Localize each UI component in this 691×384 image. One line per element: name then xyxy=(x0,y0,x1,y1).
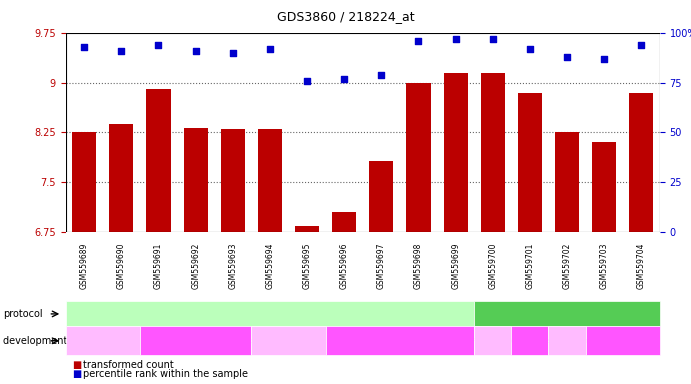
Text: GDS3860 / 218224_at: GDS3860 / 218224_at xyxy=(276,10,415,23)
Point xyxy=(413,38,424,44)
Bar xyxy=(332,212,357,232)
Text: unsorted: unsorted xyxy=(542,309,592,319)
Text: GSM559704: GSM559704 xyxy=(637,243,646,289)
Text: GSM559690: GSM559690 xyxy=(117,243,126,289)
Point xyxy=(227,50,238,56)
Bar xyxy=(518,93,542,232)
Point xyxy=(598,56,609,62)
Bar xyxy=(406,83,430,232)
Bar xyxy=(146,89,171,232)
Text: ■: ■ xyxy=(73,369,82,379)
Point xyxy=(153,41,164,48)
Bar xyxy=(444,73,468,232)
Point xyxy=(265,46,276,52)
Bar xyxy=(72,132,96,232)
Bar xyxy=(369,161,393,232)
Bar xyxy=(220,129,245,232)
Point xyxy=(301,78,312,84)
Text: GSM559693: GSM559693 xyxy=(228,243,237,289)
Point xyxy=(562,53,573,60)
Text: Intermediate-erythroblast: Intermediate-erythroblast xyxy=(522,338,612,344)
Text: GSM559691: GSM559691 xyxy=(154,243,163,289)
Text: CFU-erythroid: CFU-erythroid xyxy=(79,338,127,344)
Text: GSM559702: GSM559702 xyxy=(562,243,571,289)
Text: GSM559689: GSM559689 xyxy=(79,243,88,289)
Text: Late-erythroblast: Late-erythroblast xyxy=(593,338,653,344)
Text: development stage: development stage xyxy=(3,336,98,346)
Text: sorted: sorted xyxy=(252,309,287,319)
Bar xyxy=(592,142,616,232)
Text: GSM559695: GSM559695 xyxy=(303,243,312,289)
Text: percentile rank within the sample: percentile rank within the sample xyxy=(83,369,248,379)
Text: GSM559694: GSM559694 xyxy=(265,243,274,289)
Bar xyxy=(295,226,319,232)
Text: CFU-erythroid: CFU-erythroid xyxy=(468,338,517,344)
Point xyxy=(487,36,498,42)
Bar xyxy=(184,128,208,232)
Point xyxy=(376,71,387,78)
Text: GSM559696: GSM559696 xyxy=(340,243,349,289)
Point xyxy=(79,43,90,50)
Point xyxy=(524,46,536,52)
Point xyxy=(636,41,647,48)
Bar xyxy=(109,124,133,232)
Point xyxy=(190,48,201,54)
Text: transformed count: transformed count xyxy=(83,360,173,370)
Text: Late-erythroblast: Late-erythroblast xyxy=(370,338,430,344)
Point xyxy=(339,76,350,82)
Point xyxy=(450,36,461,42)
Bar xyxy=(555,132,579,232)
Bar xyxy=(258,129,282,232)
Text: protocol: protocol xyxy=(3,309,43,319)
Text: GSM559697: GSM559697 xyxy=(377,243,386,289)
Text: Pro-erythroblast: Pro-erythroblast xyxy=(502,338,558,344)
Bar xyxy=(481,73,505,232)
Text: GSM559700: GSM559700 xyxy=(489,243,498,289)
Text: GSM559701: GSM559701 xyxy=(525,243,534,289)
Text: GSM559698: GSM559698 xyxy=(414,243,423,289)
Bar xyxy=(630,93,654,232)
Text: Pro-erythroblast: Pro-erythroblast xyxy=(168,338,224,344)
Text: GSM559703: GSM559703 xyxy=(600,243,609,289)
Text: ■: ■ xyxy=(73,360,82,370)
Point xyxy=(116,48,127,54)
Text: GSM559692: GSM559692 xyxy=(191,243,200,289)
Text: GSM559699: GSM559699 xyxy=(451,243,460,289)
Text: Intermediate-erythroblast: Intermediate-erythroblast xyxy=(243,338,334,344)
